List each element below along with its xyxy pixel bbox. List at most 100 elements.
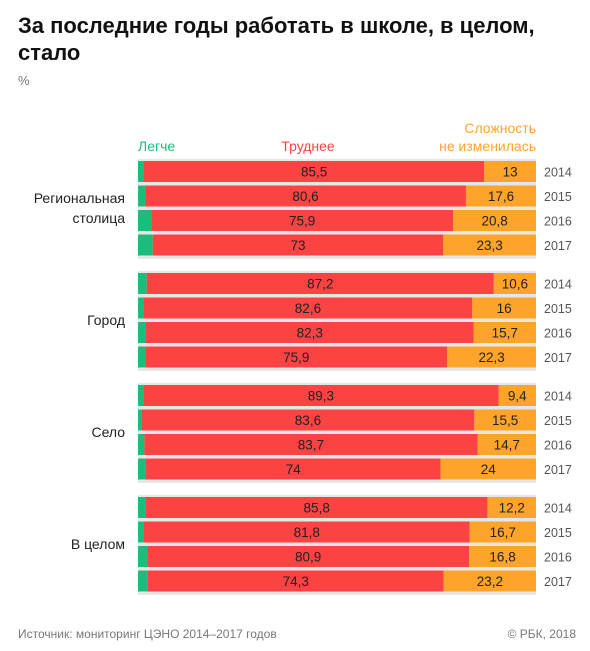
label-harder: 83,7 [298, 438, 324, 453]
legend-entry-easier: Легче [138, 138, 175, 154]
bar-harder [143, 385, 499, 406]
label-harder: 85,5 [301, 165, 327, 180]
group-label: Село [91, 424, 125, 440]
year-label: 2015 [544, 526, 572, 540]
label-same: 16 [497, 301, 512, 316]
label-harder: 87,2 [307, 277, 333, 292]
bar-same [474, 409, 536, 431]
bar-easier [138, 385, 144, 406]
bar-harder [145, 458, 441, 480]
bar-harder [143, 521, 470, 543]
bar-harder [145, 185, 466, 207]
bar-easier [138, 546, 148, 567]
label-same: 16,7 [490, 525, 516, 540]
year-label: 2016 [544, 439, 572, 453]
bar-same [477, 434, 536, 455]
year-label: 2014 [544, 390, 572, 404]
label-same: 24 [481, 462, 497, 477]
bar-same [443, 570, 536, 592]
label-same: 15,5 [492, 413, 518, 428]
year-label: 2017 [544, 239, 572, 253]
label-same: 20,8 [481, 214, 507, 229]
label-same: 16,8 [489, 550, 515, 565]
group-label: столица [72, 210, 125, 226]
bar-same [487, 497, 536, 518]
bar-easier [138, 322, 146, 343]
year-label: 2017 [544, 463, 572, 477]
year-label: 2014 [544, 502, 572, 516]
year-label: 2016 [544, 215, 572, 229]
bar-easier [138, 497, 146, 518]
bar-harder [145, 346, 448, 368]
bar-easier [138, 409, 142, 431]
year-label: 2015 [544, 190, 572, 204]
label-same: 17,6 [488, 189, 514, 204]
bar-same [447, 346, 536, 368]
year-label: 2017 [544, 575, 572, 589]
bar-easier [138, 346, 146, 368]
legend-entry-same: не изменилась [439, 138, 536, 154]
bar-easier [138, 521, 144, 543]
bar-harder [141, 409, 475, 431]
bar-harder [145, 322, 474, 343]
label-harder: 73 [290, 238, 305, 253]
bar-easier [138, 297, 144, 319]
bar-same [469, 546, 536, 567]
bar-same [453, 210, 536, 231]
bar-same [498, 385, 536, 406]
label-same: 10,6 [502, 277, 528, 292]
label-harder: 85,8 [304, 501, 330, 516]
bar-same [484, 161, 536, 182]
source-note: Источник: мониторинг ЦЭНО 2014–2017 годо… [18, 627, 277, 641]
bar-same [443, 234, 536, 256]
bar-easier [138, 570, 148, 592]
label-harder: 80,9 [295, 550, 321, 565]
bar-same [472, 297, 536, 319]
bar-easier [138, 234, 153, 256]
copyright: © РБК, 2018 [507, 627, 576, 641]
label-harder: 80,6 [292, 189, 318, 204]
bar-same [469, 521, 536, 543]
bar-harder [143, 297, 473, 319]
bar-harder [151, 210, 454, 231]
year-label: 2017 [544, 351, 572, 365]
label-same: 23,2 [477, 574, 503, 589]
label-harder: 75,9 [289, 214, 315, 229]
group-label: Город [87, 312, 125, 328]
bar-easier [138, 434, 145, 455]
bar-same [473, 322, 536, 343]
label-same: 13 [503, 165, 518, 180]
bar-same [493, 273, 536, 294]
legend-entry-same: Сложность [464, 120, 536, 136]
group-label: Региональная [34, 190, 125, 206]
bar-harder [143, 161, 485, 182]
bar-harder [146, 273, 494, 294]
unit-label: % [18, 73, 30, 88]
year-label: 2015 [544, 414, 572, 428]
label-harder: 82,3 [297, 326, 323, 341]
label-harder: 89,3 [308, 389, 334, 404]
year-label: 2016 [544, 551, 572, 565]
bar-same [465, 185, 536, 207]
label-harder: 74 [286, 462, 302, 477]
year-label: 2015 [544, 302, 572, 316]
bar-easier [138, 458, 146, 480]
label-harder: 83,6 [295, 413, 321, 428]
label-same: 15,7 [492, 326, 518, 341]
label-harder: 75,9 [283, 350, 309, 365]
label-harder: 81,8 [294, 525, 320, 540]
bar-harder [152, 234, 444, 256]
bar-easier [138, 185, 146, 207]
year-label: 2016 [544, 327, 572, 341]
label-same: 23,3 [476, 238, 502, 253]
chart-title: За последние годы работать в школе, в це… [18, 13, 535, 65]
bar-easier [138, 161, 144, 182]
bar-easier [138, 273, 147, 294]
legend-entry-harder: Труднее [281, 138, 335, 154]
bar-easier [138, 210, 152, 231]
bar-harder [144, 434, 478, 455]
year-label: 2014 [544, 278, 572, 292]
bar-harder [147, 546, 470, 567]
bar-same [440, 458, 536, 480]
